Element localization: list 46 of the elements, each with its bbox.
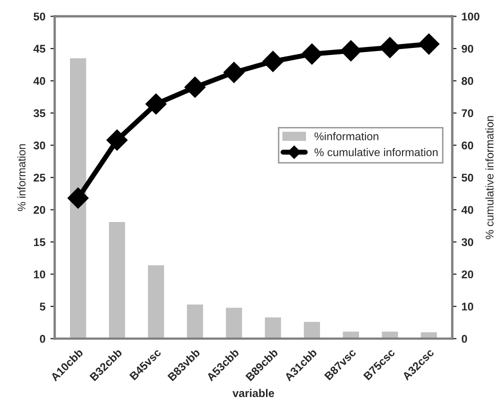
bar [380, 330, 400, 339]
y2-tick-label: 10 [462, 302, 474, 311]
bar [186, 303, 204, 339]
point [379, 37, 400, 58]
y2-tick-label: 30 [462, 238, 474, 246]
y-tick-label: 10 [34, 270, 46, 278]
legend-label: %information [314, 132, 378, 140]
y2-axis-title: % cumulative information [485, 116, 494, 240]
y2-tick-label: 100 [462, 12, 480, 20]
point [301, 44, 322, 65]
y2-tick-label: 20 [462, 270, 474, 278]
point [184, 76, 206, 98]
point [146, 93, 167, 115]
y-tick-label: 0 [40, 334, 46, 343]
y2-tick-label: 60 [462, 142, 474, 150]
point [262, 50, 284, 72]
y-tick-label: 15 [34, 238, 46, 246]
y2-tick-label: 40 [461, 206, 474, 214]
y2-tick-label: 90 [462, 44, 474, 53]
bar [68, 56, 88, 339]
bar [263, 316, 282, 339]
y-tick-label: 45 [33, 44, 46, 53]
bar [341, 330, 360, 339]
y-tick-label: 35 [34, 109, 46, 118]
y-tick-label: 30 [34, 142, 46, 150]
point [340, 40, 362, 62]
legend-label: % cumulative information [314, 148, 438, 156]
y-tick-label: 20 [34, 206, 46, 214]
y2-tick-label: 70 [462, 109, 474, 118]
point [418, 34, 440, 55]
point [223, 62, 244, 83]
y2-tick-label: 0 [462, 334, 468, 343]
y2-tick-label: 50 [462, 174, 474, 182]
x-axis-title: variable [232, 388, 274, 398]
y-tick-label: 25 [34, 174, 46, 182]
bar [146, 264, 166, 339]
y-axis-title: % information [17, 144, 26, 212]
bar [224, 306, 244, 339]
y-tick-label: 40 [33, 77, 46, 85]
y-tick-label: 5 [40, 302, 46, 311]
point [106, 130, 128, 151]
bar [108, 220, 127, 339]
bar [302, 320, 322, 339]
y-tick-label: 50 [34, 12, 46, 20]
y2-tick-label: 80 [462, 77, 474, 85]
point [68, 188, 89, 209]
